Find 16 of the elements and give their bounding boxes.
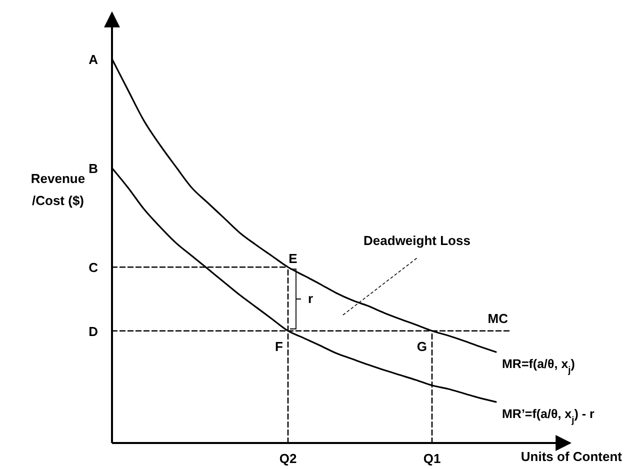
text: B (88, 161, 98, 176)
annotation: F (275, 338, 284, 354)
x-tick-label: Q1 (423, 451, 441, 466)
annotation: Deadweight Loss (364, 233, 470, 248)
x-axis-title: Units of Content (520, 449, 623, 464)
y-axis-title: Revenue /Cost ($) (30, 171, 86, 208)
annotation: r (308, 291, 314, 306)
series-label: MR’=f(a/θ, x$_{j}$) - r (502, 406, 595, 425)
text: D (88, 324, 98, 339)
text: C (88, 260, 99, 276)
series-label: MR=f(a/θ, x$_{j}$) (502, 356, 575, 375)
series-label: MC (488, 310, 509, 326)
text: A (88, 52, 99, 67)
x-tick-label: Q2 (279, 451, 297, 466)
annotation: E (288, 251, 298, 266)
annotation: G (416, 338, 427, 354)
